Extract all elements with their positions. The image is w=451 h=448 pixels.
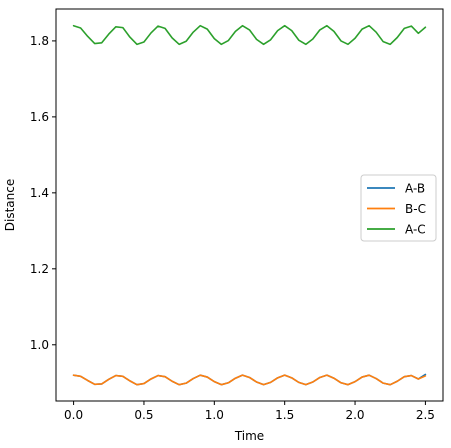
axes-layer: 0.0 0.5 1.0 1.5 2.0 2.5 1.0 1.2 1.4 1.6 1.8	[30, 8, 444, 422]
x-tick-label: 1.0	[205, 408, 224, 422]
legend-box	[360, 174, 437, 242]
x-axis-label: Time	[234, 429, 264, 443]
axes-frame	[55, 8, 444, 402]
x-tick-label: 1.5	[275, 408, 294, 422]
legend: A-B B-C A-C	[360, 174, 437, 242]
series-line-a-c	[72, 24, 427, 46]
y-tick-label: 1.8	[30, 34, 49, 48]
x-tick-label: 2.5	[416, 408, 435, 422]
y-tick-label: 1.6	[30, 110, 49, 124]
y-tick-label: 1.2	[30, 262, 49, 276]
y-tick-label: 1.0	[30, 338, 49, 352]
legend-label: A-B	[405, 182, 425, 196]
series-layer	[72, 24, 427, 386]
x-tick-label: 2.0	[345, 408, 364, 422]
x-tick-label: 0.5	[134, 408, 153, 422]
series-line-b-c	[72, 374, 427, 386]
x-tick-label: 0.0	[64, 408, 83, 422]
legend-label: A-C	[405, 223, 426, 237]
y-axis-label: Distance	[3, 179, 17, 231]
legend-label: B-C	[405, 202, 426, 216]
y-tick-label: 1.4	[30, 186, 49, 200]
